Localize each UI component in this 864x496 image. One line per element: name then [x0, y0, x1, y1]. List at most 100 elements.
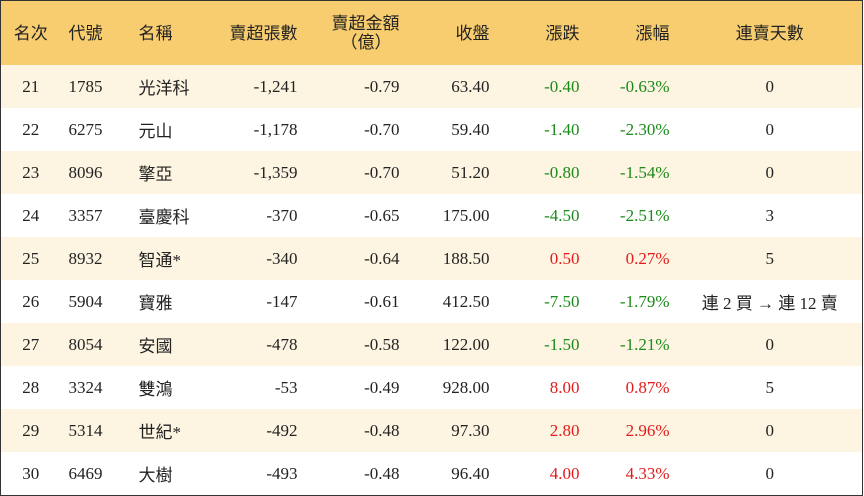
table-row: 21 1785 光洋科 -1,241 -0.79 63.40 -0.40 -0.63% 0 — [0, 65, 863, 108]
table-cell: -2.30% — [619, 119, 670, 139]
table-cell: 5 — [677, 237, 863, 280]
table-cell: 0 — [677, 409, 863, 452]
table-cell: 21 — [0, 65, 61, 108]
table-cell: 8096 — [60, 151, 131, 194]
table-row: 30 6469 大樹 -493 -0.48 96.40 4.00 4.33% 0 — [1, 452, 863, 496]
table-cell: 928.00 — [442, 377, 490, 397]
table-cell: 96.40 — [451, 463, 490, 483]
table-cell: 0 — [677, 323, 863, 366]
column-header: 賣超張數 — [210, 0, 306, 65]
table-cell: 3 — [765, 205, 775, 225]
table-cell: 26 — [22, 291, 40, 311]
table-cell: 5 — [765, 377, 775, 397]
table-cell: 59.40 — [451, 119, 490, 139]
column-header-line: 賣超金額 — [331, 14, 400, 33]
table-cell: 元山 — [138, 122, 173, 141]
column-header: 漲幅 — [587, 0, 678, 65]
table-cell: 3357 — [68, 205, 103, 225]
table-cell: 連 2 買 → 連 12 賣 — [701, 294, 838, 313]
table-cell: -0.64 — [305, 237, 408, 280]
header-row: 名次 代號 名稱 賣超張數 賣超金額 （億） 收盤 漲跌 漲幅 連賣天數 — [0, 0, 863, 65]
table-cell: 24 — [22, 205, 40, 225]
table-cell: 122.00 — [407, 323, 498, 366]
column-header: 漲跌 — [497, 0, 588, 65]
column-header: 名稱 — [130, 0, 211, 65]
table-cell: 5904 — [68, 291, 103, 311]
table-cell: 51.20 — [407, 151, 498, 194]
table-body: 21 1785 光洋科 -1,241 -0.79 63.40 -0.40 -0.63% 0 22 6… — [0, 65, 863, 496]
table-cell: -0.40 — [497, 65, 588, 108]
table-cell: 8932 — [60, 237, 131, 280]
table-cell: 97.30 — [407, 409, 498, 452]
table-cell: 光洋科 — [130, 65, 211, 108]
table-cell: 2.80 — [497, 409, 588, 452]
table-cell: 臺慶科 — [138, 208, 190, 227]
table-row: 29 5314 世紀* -492 -0.48 97.30 2.80 2.96% 0 — [0, 409, 863, 452]
table-row: 24 3357 臺慶科 -370 -0.65 175.00 -4.50 -2.51% 3 — [1, 194, 863, 237]
table-cell: 擎亞 — [130, 151, 211, 194]
table-cell: -0.79 — [305, 65, 408, 108]
table-cell: 22 — [22, 119, 40, 139]
table-cell: -0.61 — [364, 291, 400, 311]
table-cell: -1,359 — [210, 151, 306, 194]
table-cell: -493 — [266, 463, 298, 483]
table-cell: -1.54% — [587, 151, 678, 194]
table-cell: 智通* — [130, 237, 211, 280]
table-cell: 4.33% — [625, 463, 670, 483]
table-cell: -1.79% — [619, 291, 670, 311]
column-header: 名次 — [0, 0, 61, 65]
table-cell: -1.21% — [587, 323, 678, 366]
table-cell: -0.65 — [364, 205, 400, 225]
table-cell: -1.40 — [544, 119, 580, 139]
table-cell: -53 — [274, 377, 298, 397]
table-cell: 6469 — [68, 463, 103, 483]
table-cell: 世紀* — [130, 409, 211, 452]
table-cell: -1,178 — [253, 119, 298, 139]
table-cell: 5314 — [60, 409, 131, 452]
table-cell: 安國 — [130, 323, 211, 366]
table-cell: 0 — [677, 151, 863, 194]
table-cell: 雙鴻 — [138, 380, 173, 399]
table-row: 27 8054 安國 -478 -0.58 122.00 -1.50 -1.21% 0 — [0, 323, 863, 366]
column-header: 賣超金額 （億） — [305, 0, 408, 65]
table-cell: -0.58 — [305, 323, 408, 366]
table-cell: -147 — [266, 291, 298, 311]
column-header: 收盤 — [407, 0, 498, 65]
table-cell: -4.50 — [544, 205, 580, 225]
table-cell: 3324 — [68, 377, 103, 397]
table-cell: 0.87% — [625, 377, 670, 397]
table-cell: 28 — [22, 377, 40, 397]
table-cell: 寶雅 — [138, 294, 173, 313]
table-row: 28 3324 雙鴻 -53 -0.49 928.00 8.00 0.87% 5 — [1, 366, 863, 409]
table-cell: 188.50 — [407, 237, 498, 280]
table-cell: 0.50 — [497, 237, 588, 280]
table-cell: 大樹 — [138, 466, 173, 485]
table-row: 22 6275 元山 -1,178 -0.70 59.40 -1.40 -2.30% 0 — [1, 108, 863, 151]
table-cell: 175.00 — [442, 205, 490, 225]
table-cell: 4.00 — [549, 463, 580, 483]
table-cell: 0 — [677, 65, 863, 108]
table-cell: -0.49 — [364, 377, 400, 397]
table-cell: -0.48 — [305, 409, 408, 452]
column-header: 連賣天數 — [677, 0, 863, 65]
table-row: 23 8096 擎亞 -1,359 -0.70 51.20 -0.80 -1.54% 0 — [0, 151, 863, 194]
table-cell: -0.70 — [364, 119, 400, 139]
table-cell: 0 — [765, 463, 775, 483]
table-cell: 23 — [0, 151, 61, 194]
column-header-line: （億） — [340, 33, 392, 52]
table-cell: 412.50 — [442, 291, 490, 311]
table-cell: 8054 — [60, 323, 131, 366]
table-cell: -1,241 — [210, 65, 306, 108]
table-row: 25 8932 智通* -340 -0.64 188.50 0.50 0.27% 5 — [0, 237, 863, 280]
table-cell: -340 — [210, 237, 306, 280]
table-cell: 0 — [765, 119, 775, 139]
table-cell: -1.50 — [497, 323, 588, 366]
table-cell: -0.48 — [364, 463, 400, 483]
table-row: 26 5904 寶雅 -147 -0.61 412.50 -7.50 -1.79% 連 2 買 … — [1, 280, 863, 323]
table-cell: 2.96% — [587, 409, 678, 452]
table-cell: 25 — [0, 237, 61, 280]
table-cell: 27 — [0, 323, 61, 366]
table-cell: 1785 — [60, 65, 131, 108]
table-cell: -2.51% — [619, 205, 670, 225]
